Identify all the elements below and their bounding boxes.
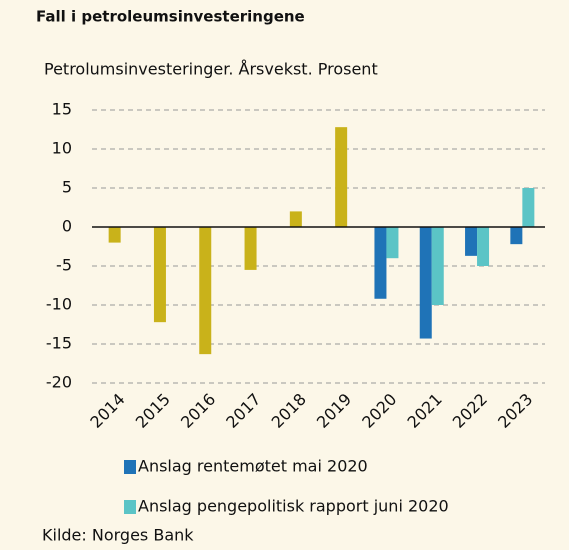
- legend-label: Anslag rentemøtet mai 2020: [138, 457, 368, 476]
- y-tick-label: -5: [56, 256, 72, 275]
- bar: [153, 227, 166, 323]
- bar: [335, 127, 348, 227]
- bar: [419, 227, 432, 339]
- bar: [289, 211, 302, 227]
- y-tick-label: 15: [52, 100, 72, 119]
- bar: [510, 227, 523, 245]
- bar: [108, 227, 121, 243]
- y-tick-label: 10: [52, 139, 72, 158]
- chart-subtitle: Petrolumsinvesteringer. Årsvekst. Prosen…: [44, 60, 378, 79]
- bar: [465, 227, 478, 256]
- chart-title: Fall i petroleumsinvesteringene: [36, 8, 305, 26]
- y-tick-label: -10: [46, 295, 72, 314]
- bar: [522, 188, 535, 227]
- bar: [374, 227, 387, 299]
- legend-swatch: [124, 500, 136, 514]
- legend-label: Anslag pengepolitisk rapport juni 2020: [138, 497, 449, 516]
- bar: [431, 227, 444, 305]
- bar: [244, 227, 257, 270]
- bar: [386, 227, 399, 259]
- y-tick-label: 0: [62, 217, 72, 236]
- source: Kilde: Norges Bank: [42, 526, 194, 545]
- legend-swatch: [124, 460, 136, 474]
- bar: [477, 227, 490, 266]
- bar: [199, 227, 212, 355]
- y-tick-label: 5: [62, 178, 72, 197]
- y-tick-label: -15: [46, 334, 72, 353]
- y-tick-label: -20: [46, 373, 72, 392]
